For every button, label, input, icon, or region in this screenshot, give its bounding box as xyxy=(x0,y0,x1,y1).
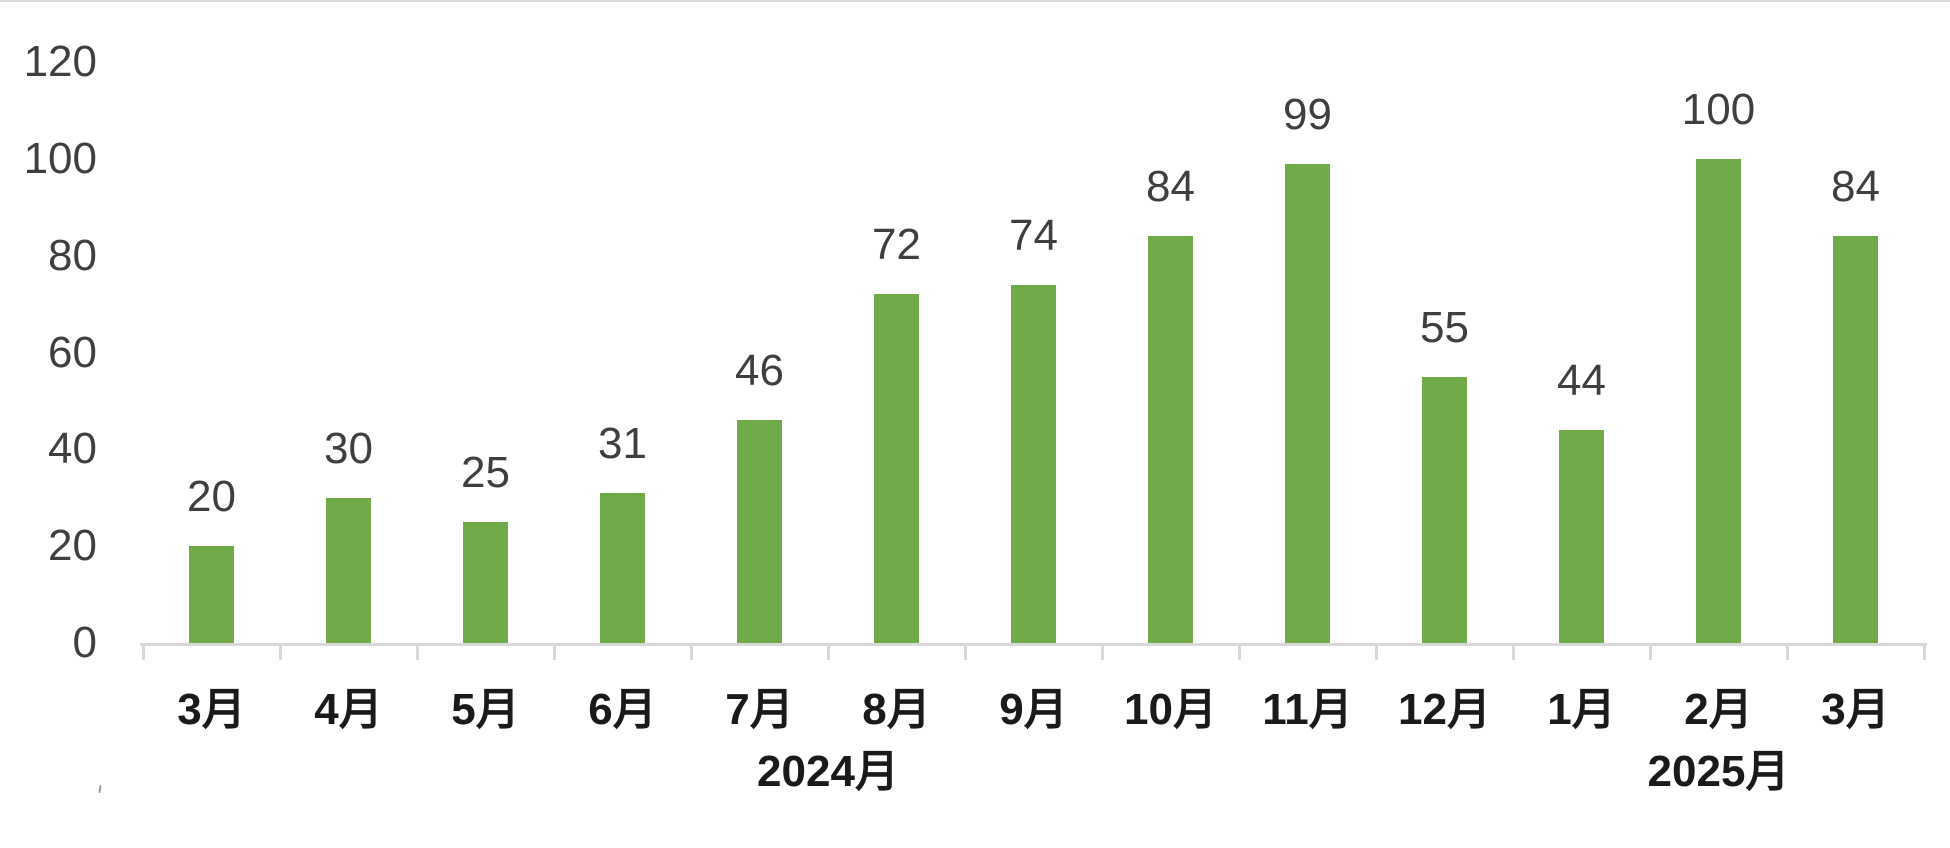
month-label-8月: 8月 xyxy=(862,685,931,734)
plot-area: 20 30 25 31 46 72 74 84 99 55 44 100 84 xyxy=(143,62,1924,643)
bar-1月 xyxy=(1559,430,1604,643)
x-axis-tick xyxy=(1649,646,1652,660)
month-label-10月: 10月 xyxy=(1124,685,1217,734)
x-axis-tick xyxy=(1512,646,1515,660)
x-axis-tick xyxy=(1786,646,1789,660)
bar-value-label: 84 xyxy=(1146,162,1195,211)
x-axis-tick xyxy=(1238,646,1241,660)
month-label-9月: 9月 xyxy=(999,685,1068,734)
bar-8月 xyxy=(874,294,919,643)
bar-slot-2月: 100 xyxy=(1650,62,1787,643)
bar-slot-12月: 55 xyxy=(1376,62,1513,643)
bar-value-label: 31 xyxy=(598,419,647,468)
y-axis-label-40: 40 xyxy=(48,424,97,474)
x-axis-tick xyxy=(279,646,282,660)
x-axis-line xyxy=(140,643,1927,646)
year-label-2025月: 2025月 xyxy=(1647,747,1790,796)
x-axis-month-labels: 3月 4月 5月 6月 7月 8月 9月 10月 11月 12月 1月 2月 3月 xyxy=(143,687,1924,733)
month-label-3月: 3月 xyxy=(177,685,246,734)
month-label-12月: 12月 xyxy=(1398,685,1491,734)
x-axis-tick xyxy=(827,646,830,660)
chart-top-border xyxy=(0,0,1950,2)
month-label-5月: 5月 xyxy=(451,685,520,734)
x-axis-tick xyxy=(142,646,145,660)
bar-9月 xyxy=(1011,285,1056,643)
bar-slot-3月: 84 xyxy=(1787,62,1924,643)
stray-mark xyxy=(98,784,102,794)
bar-slot-7月: 46 xyxy=(691,62,828,643)
bar-slot-4月: 30 xyxy=(280,62,417,643)
bar-slot-8月: 72 xyxy=(828,62,965,643)
y-axis-label-0: 0 xyxy=(72,618,97,667)
bar-slot-6月: 31 xyxy=(554,62,691,643)
bar-slot-10月: 84 xyxy=(1102,62,1239,643)
bar-5月 xyxy=(463,522,508,643)
month-label-2月: 2月 xyxy=(1684,685,1753,734)
bar-value-label: 20 xyxy=(187,472,236,521)
y-axis-label-120: 120 xyxy=(23,37,97,86)
x-axis-tick xyxy=(1375,646,1378,660)
x-axis-tick xyxy=(690,646,693,660)
bar-value-label: 84 xyxy=(1831,162,1880,211)
bar-slot-3月: 20 xyxy=(143,62,280,643)
month-label-6月: 6月 xyxy=(588,685,657,734)
bar-3月 xyxy=(1833,236,1878,643)
x-axis-tick xyxy=(553,646,556,660)
bar-slot-1月: 44 xyxy=(1513,62,1650,643)
bar-slot-9月: 74 xyxy=(965,62,1102,643)
x-axis-tick xyxy=(1101,646,1104,660)
bar-slot-11月: 99 xyxy=(1239,62,1376,643)
bar-value-label: 30 xyxy=(324,424,373,473)
y-axis-label-80: 80 xyxy=(48,230,97,280)
bar-6月 xyxy=(600,493,645,643)
bar-12月 xyxy=(1422,377,1467,643)
bar-7月 xyxy=(737,420,782,643)
bar-value-label: 25 xyxy=(461,448,510,497)
bar-slot-5月: 25 xyxy=(417,62,554,643)
bar-value-label: 72 xyxy=(872,220,921,269)
month-label-11月: 11月 xyxy=(1262,685,1353,734)
y-axis-label-100: 100 xyxy=(23,133,97,183)
bar-value-label: 55 xyxy=(1420,303,1469,352)
bar-4月 xyxy=(326,498,371,643)
x-axis-tick xyxy=(964,646,967,660)
month-label-1月: 1月 xyxy=(1547,685,1616,734)
bar-value-label: 46 xyxy=(735,346,784,395)
x-axis-tick xyxy=(1923,646,1926,660)
bar-value-label: 44 xyxy=(1557,356,1606,405)
month-label-7月: 7月 xyxy=(725,685,794,734)
year-label-2024月: 2024月 xyxy=(757,747,899,796)
y-axis: 120 100 80 60 40 20 0 xyxy=(0,0,97,848)
bar-3月 xyxy=(189,546,234,643)
bar-value-label: 99 xyxy=(1283,90,1332,139)
x-axis-tick xyxy=(416,646,419,660)
y-axis-label-20: 20 xyxy=(48,521,97,571)
bar-11月 xyxy=(1285,164,1330,643)
month-label-3月: 3月 xyxy=(1821,685,1890,734)
month-label-4月: 4月 xyxy=(314,685,383,734)
bar-value-label: 74 xyxy=(1009,211,1058,260)
bar-10月 xyxy=(1148,236,1193,643)
bar-2月 xyxy=(1696,159,1741,643)
bar-value-label: 100 xyxy=(1681,85,1756,134)
y-axis-label-60: 60 xyxy=(48,327,97,377)
